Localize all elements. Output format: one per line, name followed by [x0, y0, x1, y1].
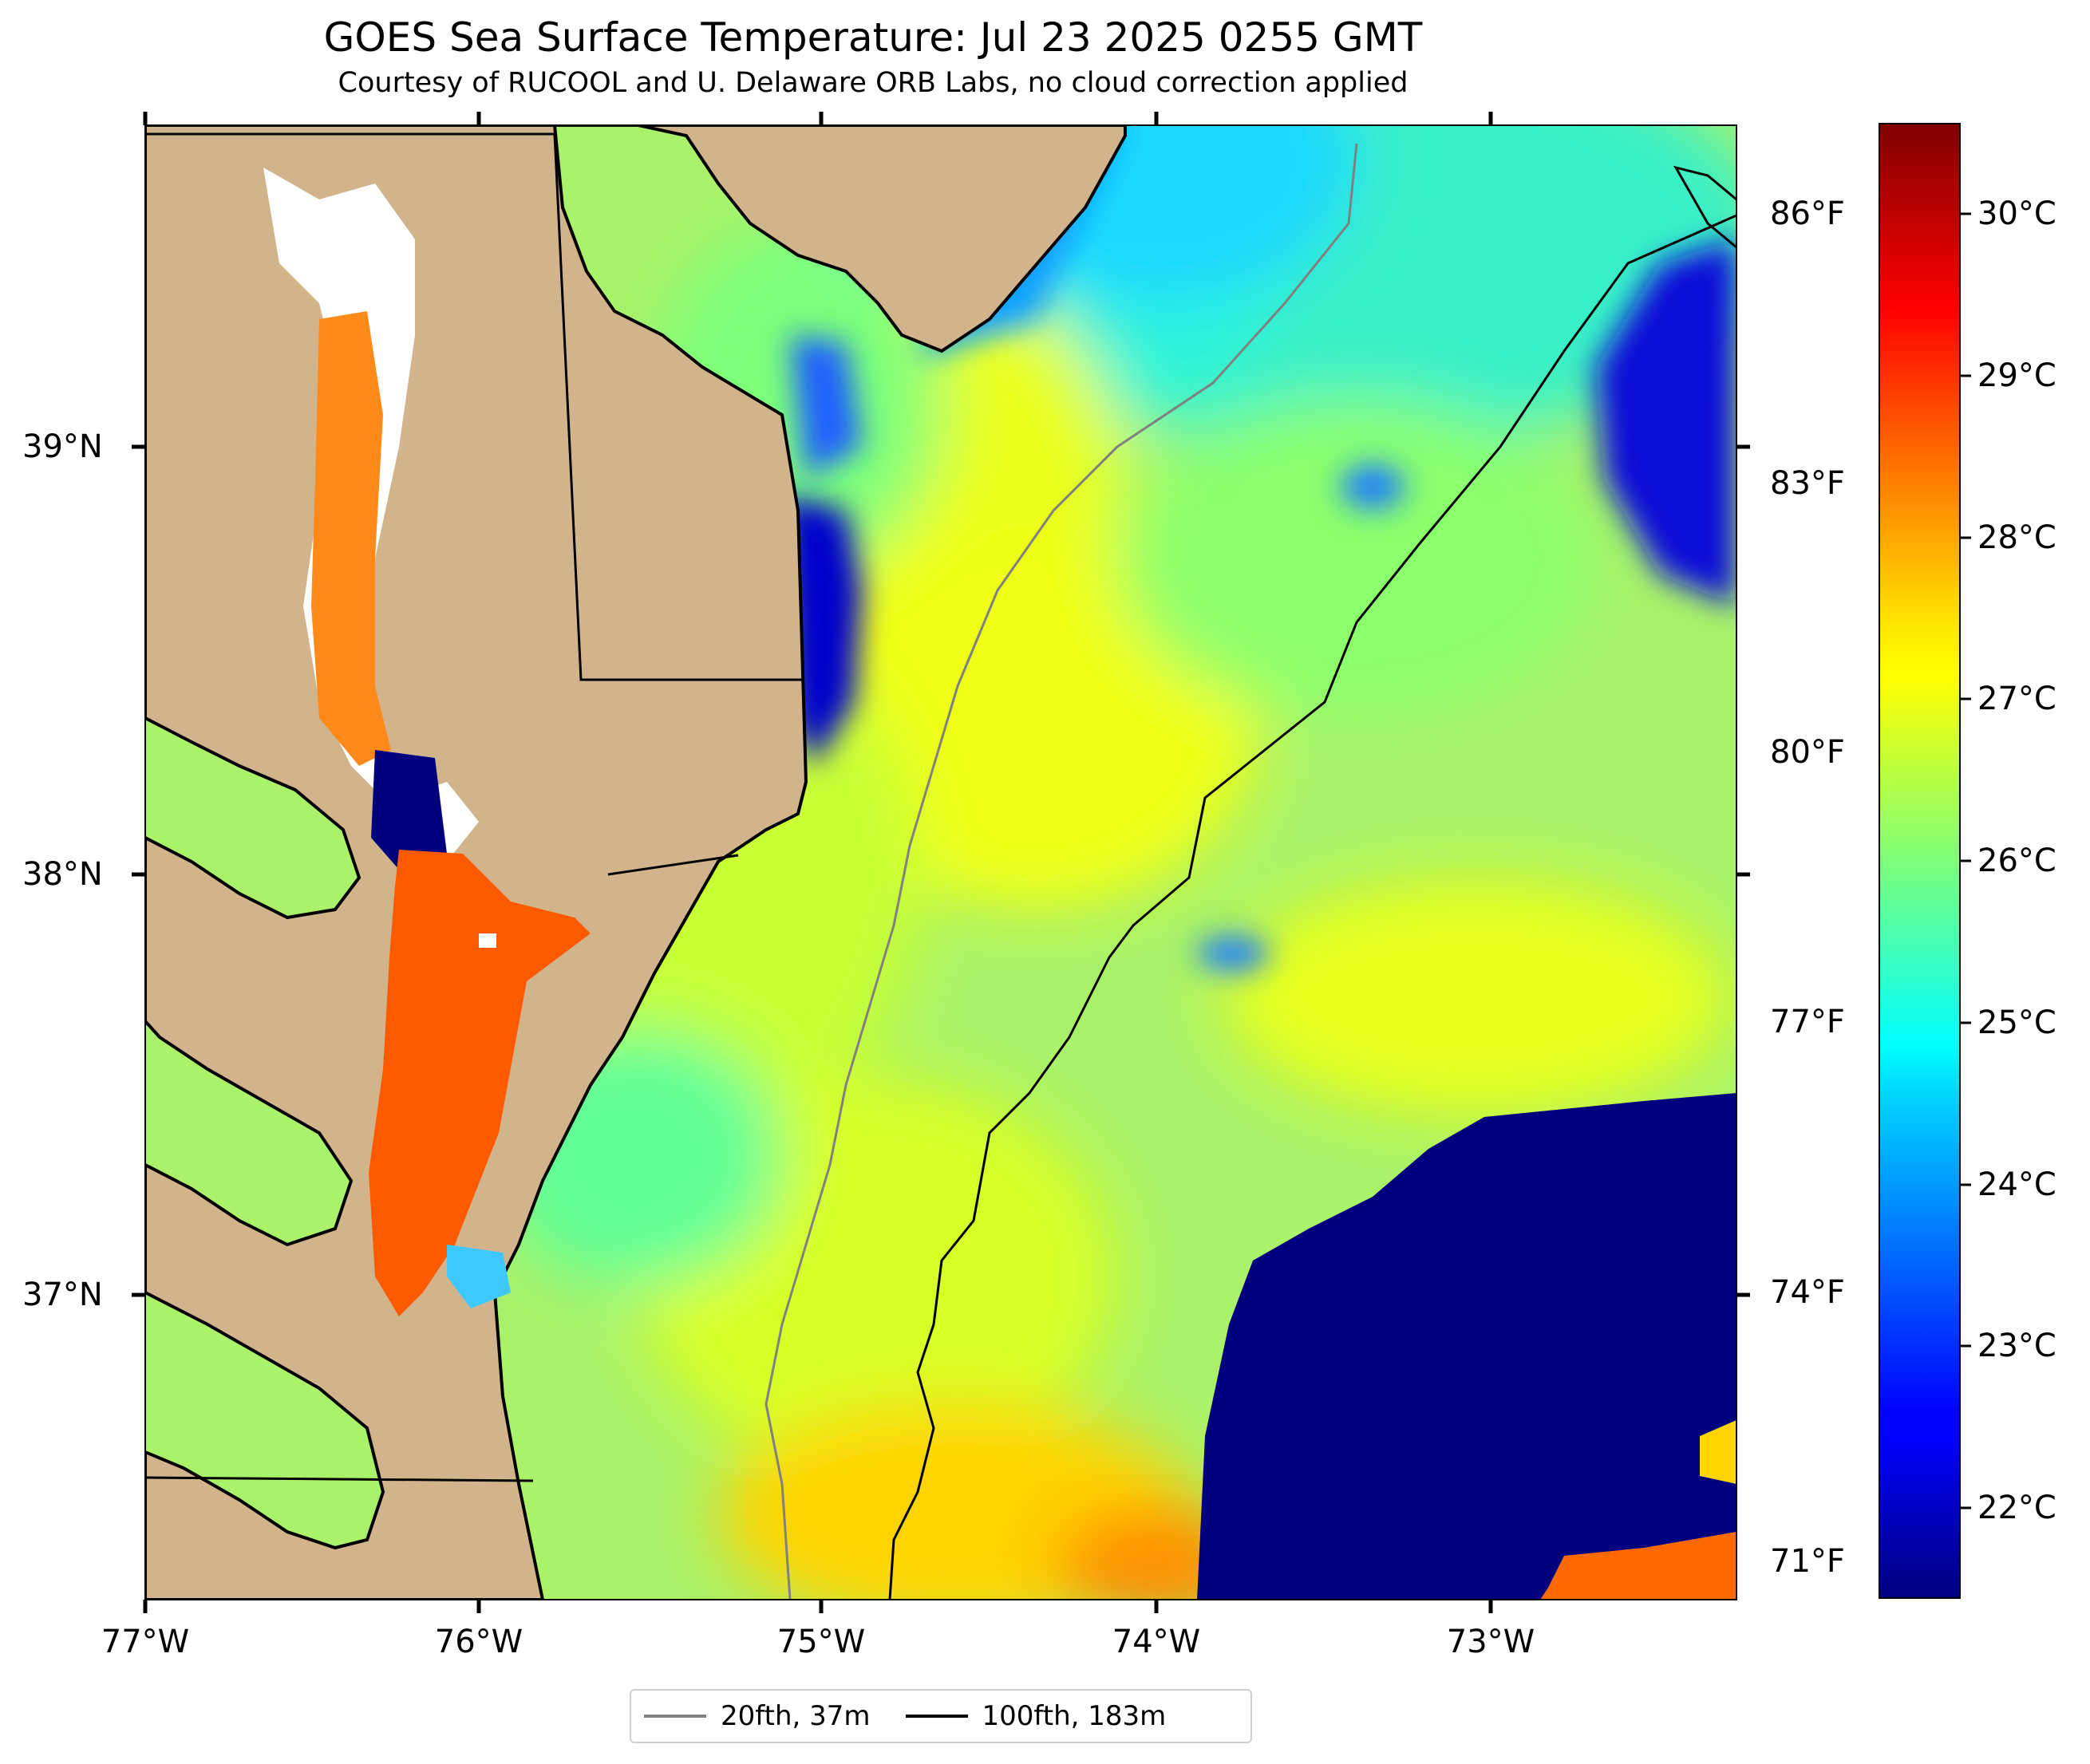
isobath-20fth — [764, 143, 1358, 1600]
f-tick: 77°F — [1770, 1004, 1845, 1040]
colorbar-tick: 25°C — [1977, 1004, 2056, 1041]
isobath-100fth — [888, 214, 1736, 1600]
state-boundaries — [144, 132, 802, 1482]
colorbar-tick: 29°C — [1977, 357, 2056, 394]
legend-item-20fth: 20fth, 37m — [644, 1700, 871, 1732]
legend-label: 20fth, 37m — [721, 1700, 871, 1732]
f-tick: 80°F — [1770, 734, 1845, 771]
lat-tick: 38°N — [22, 856, 103, 893]
colorbar-tick: 23°C — [1977, 1328, 2056, 1364]
f-tick: 71°F — [1770, 1543, 1845, 1580]
axis-ticks — [132, 112, 1750, 1613]
legend: 20fth, 37m 100fth, 183m — [630, 1689, 1252, 1743]
legend-line-black — [905, 1715, 968, 1718]
colorbar-tick: 27°C — [1977, 681, 2056, 717]
chart-subtitle: Courtesy of RUCOOL and U. Delaware ORB L… — [338, 67, 1408, 99]
map-frame — [144, 124, 1737, 1600]
chart-title: GOES Sea Surface Temperature: Jul 23 202… — [323, 14, 1423, 61]
f-tick: 74°F — [1770, 1274, 1845, 1311]
colorbar-tick: 28°C — [1977, 519, 2056, 556]
colorbar-tick: 24°C — [1977, 1166, 2056, 1203]
f-tick: 86°F — [1770, 195, 1845, 232]
colorbar-tick: 22°C — [1977, 1490, 2056, 1526]
lon-tick: 76°W — [434, 1624, 523, 1660]
f-tick: 83°F — [1770, 465, 1845, 502]
lon-tick: 74°W — [1112, 1624, 1201, 1660]
lat-tick: 39°N — [22, 428, 103, 465]
lon-tick: 77°W — [101, 1624, 190, 1660]
colorbar-tick: 26°C — [1977, 843, 2056, 879]
lat-tick: 37°N — [22, 1277, 103, 1313]
legend-item-100fth: 100fth, 183m — [905, 1700, 1167, 1732]
lon-tick: 73°W — [1446, 1624, 1535, 1660]
lon-tick: 75°W — [776, 1624, 866, 1660]
colorbar-tick: 30°C — [1977, 195, 2056, 232]
legend-label: 100fth, 183m — [982, 1700, 1167, 1732]
legend-line-gray — [644, 1715, 706, 1718]
